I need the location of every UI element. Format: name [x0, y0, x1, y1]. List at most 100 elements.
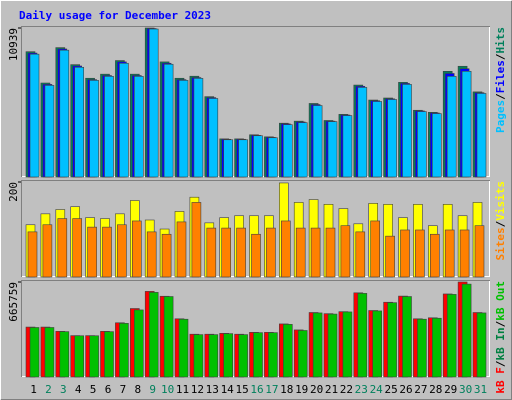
bar — [29, 327, 40, 378]
bar — [208, 98, 219, 178]
bar — [342, 115, 353, 178]
x-tick-label: 2 — [45, 383, 52, 396]
bar — [282, 124, 293, 178]
x-tick-label: 17 — [265, 383, 278, 396]
bar — [176, 221, 187, 278]
bar — [312, 312, 323, 378]
bar — [372, 310, 383, 378]
x-tick-label: 30 — [459, 383, 472, 396]
legend-separator: / — [494, 360, 507, 367]
x-tick-label: 5 — [90, 383, 97, 396]
bar — [429, 233, 440, 278]
x-tick-label: 29 — [444, 383, 457, 396]
x-tick-label: 24 — [370, 383, 384, 396]
bar — [57, 218, 68, 278]
x-tick-label: 14 — [221, 383, 235, 396]
x-tick-label: 18 — [280, 383, 293, 396]
bar — [89, 335, 99, 378]
bar — [59, 49, 70, 178]
legend-entry: Sites — [494, 227, 507, 260]
bar — [402, 84, 412, 178]
y-tick-label: 665759 — [7, 282, 20, 322]
legend: Sites/Visits — [494, 181, 507, 261]
bar — [206, 227, 217, 278]
x-tick-label: 4 — [75, 383, 82, 396]
bar — [476, 312, 487, 378]
bar — [238, 334, 248, 378]
bar — [459, 229, 470, 278]
x-tick-label: 9 — [149, 383, 156, 396]
bar — [340, 225, 351, 278]
bar — [385, 235, 395, 278]
bar — [280, 220, 291, 278]
bar — [59, 331, 70, 378]
bar — [310, 227, 321, 278]
bar — [431, 113, 442, 178]
bar — [387, 302, 397, 378]
bar — [253, 332, 263, 378]
panel-bevel-dark — [21, 280, 490, 377]
bar — [74, 66, 84, 178]
legend-separator: / — [494, 320, 507, 327]
x-tick-label: 26 — [399, 383, 412, 396]
bar — [223, 333, 233, 378]
bar — [297, 330, 308, 378]
x-tick-label: 19 — [295, 383, 308, 396]
legend-entry: Hits — [494, 27, 507, 54]
x-tick-label: 21 — [325, 383, 338, 396]
legend-separator: / — [494, 220, 507, 227]
bar — [161, 233, 172, 278]
legend-entry: kB In — [494, 327, 507, 360]
bar — [208, 334, 219, 378]
bar — [251, 233, 261, 278]
bar — [295, 227, 306, 278]
bar — [253, 135, 263, 178]
bar — [134, 76, 144, 178]
bar — [417, 111, 427, 178]
bar — [312, 105, 323, 178]
y-tick-label: 10939 — [7, 28, 20, 61]
bar — [236, 227, 246, 278]
bar — [89, 80, 99, 178]
bar — [132, 220, 142, 278]
bar — [268, 332, 278, 378]
bar — [297, 122, 308, 178]
x-tick-label: 23 — [355, 383, 368, 396]
bar — [42, 224, 53, 278]
bar — [461, 283, 472, 378]
x-tick-label: 1 — [30, 383, 37, 396]
x-tick-label: 10 — [161, 383, 174, 396]
legend-entry: kB F — [494, 367, 507, 394]
legend: kB F/kB In/kB Out — [494, 281, 507, 394]
x-tick-label: 20 — [310, 383, 323, 396]
legend-entry: Pages — [494, 100, 507, 133]
bar — [221, 227, 231, 278]
bar — [104, 331, 114, 378]
bar — [44, 327, 55, 378]
bar — [148, 28, 159, 178]
x-tick-label: 7 — [120, 383, 127, 396]
bar — [193, 334, 204, 378]
bar — [119, 62, 129, 178]
x-tick-label: 22 — [340, 383, 353, 396]
chart-title: Daily usage for December 2023 — [19, 9, 211, 22]
legend-entry: kB Out — [494, 281, 507, 321]
bar — [357, 293, 368, 378]
bar — [372, 101, 383, 178]
bar — [223, 139, 233, 178]
legend-separator: / — [494, 53, 507, 60]
bar — [134, 309, 144, 378]
bar — [119, 323, 129, 378]
x-tick-label: 31 — [474, 383, 487, 396]
bar — [446, 294, 457, 378]
bar — [44, 85, 55, 178]
legend-entry: Visits — [494, 181, 507, 221]
bar — [342, 311, 353, 378]
bar — [402, 296, 412, 378]
bar — [87, 226, 97, 278]
x-tick-label: 16 — [250, 383, 263, 396]
bar — [474, 225, 485, 278]
legend-separator: / — [494, 93, 507, 100]
y-tick-label: 200 — [7, 182, 20, 202]
